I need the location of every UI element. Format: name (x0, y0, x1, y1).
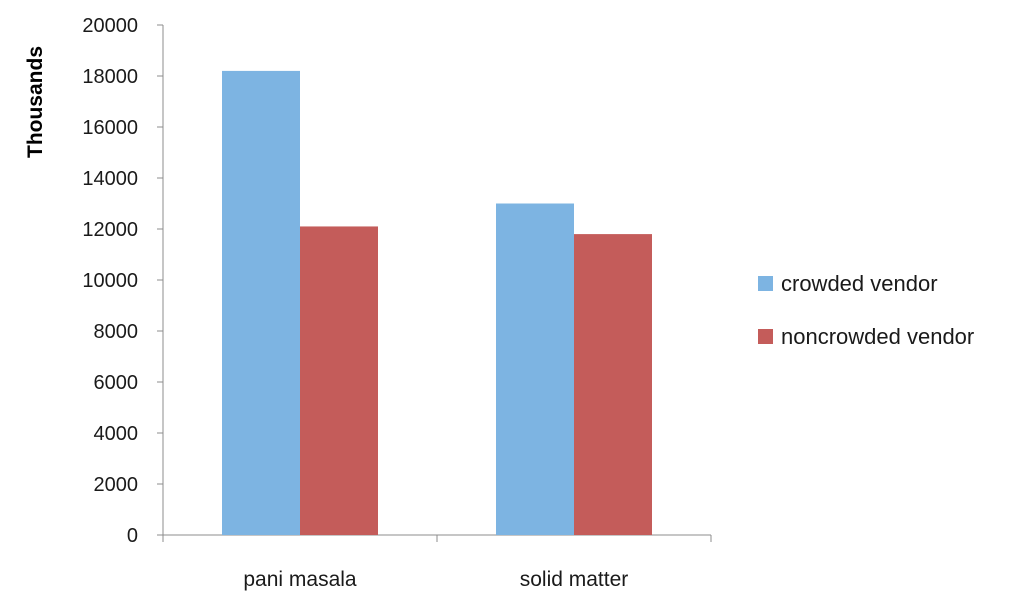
y-tick-label: 16000 (82, 117, 138, 139)
y-tick-label: 0 (127, 525, 138, 547)
legend: crowded vendor noncrowded vendor (758, 271, 974, 349)
y-tick-label: 4000 (94, 423, 139, 445)
bar (300, 226, 378, 535)
y-axis-title: Thousands (24, 46, 47, 158)
y-tick-label: 18000 (82, 66, 138, 88)
x-category-label: pani masala (243, 568, 357, 591)
x-labels: pani masala solid matter (243, 568, 628, 591)
bars (222, 70, 652, 536)
y-tick-label: 2000 (94, 474, 139, 496)
legend-swatch (758, 329, 773, 344)
y-tick-label: 8000 (94, 321, 139, 343)
y-tick-label: 6000 (94, 372, 139, 394)
x-category-label: solid matter (520, 568, 629, 591)
y-tick-label: 20000 (82, 15, 138, 37)
legend-swatch (758, 276, 773, 291)
bar (222, 70, 300, 536)
x-ticks (162, 535, 712, 542)
y-tick-label: 12000 (82, 219, 138, 241)
y-tick-label: 10000 (82, 270, 138, 292)
bar (496, 203, 574, 535)
legend-label: noncrowded vendor (781, 324, 974, 349)
legend-label: crowded vendor (781, 271, 938, 296)
y-ticks: 0 2000 4000 6000 8000 10000 12000 14000 16000 180… (82, 15, 163, 547)
bar (574, 234, 652, 535)
y-tick-label: 14000 (82, 168, 138, 190)
